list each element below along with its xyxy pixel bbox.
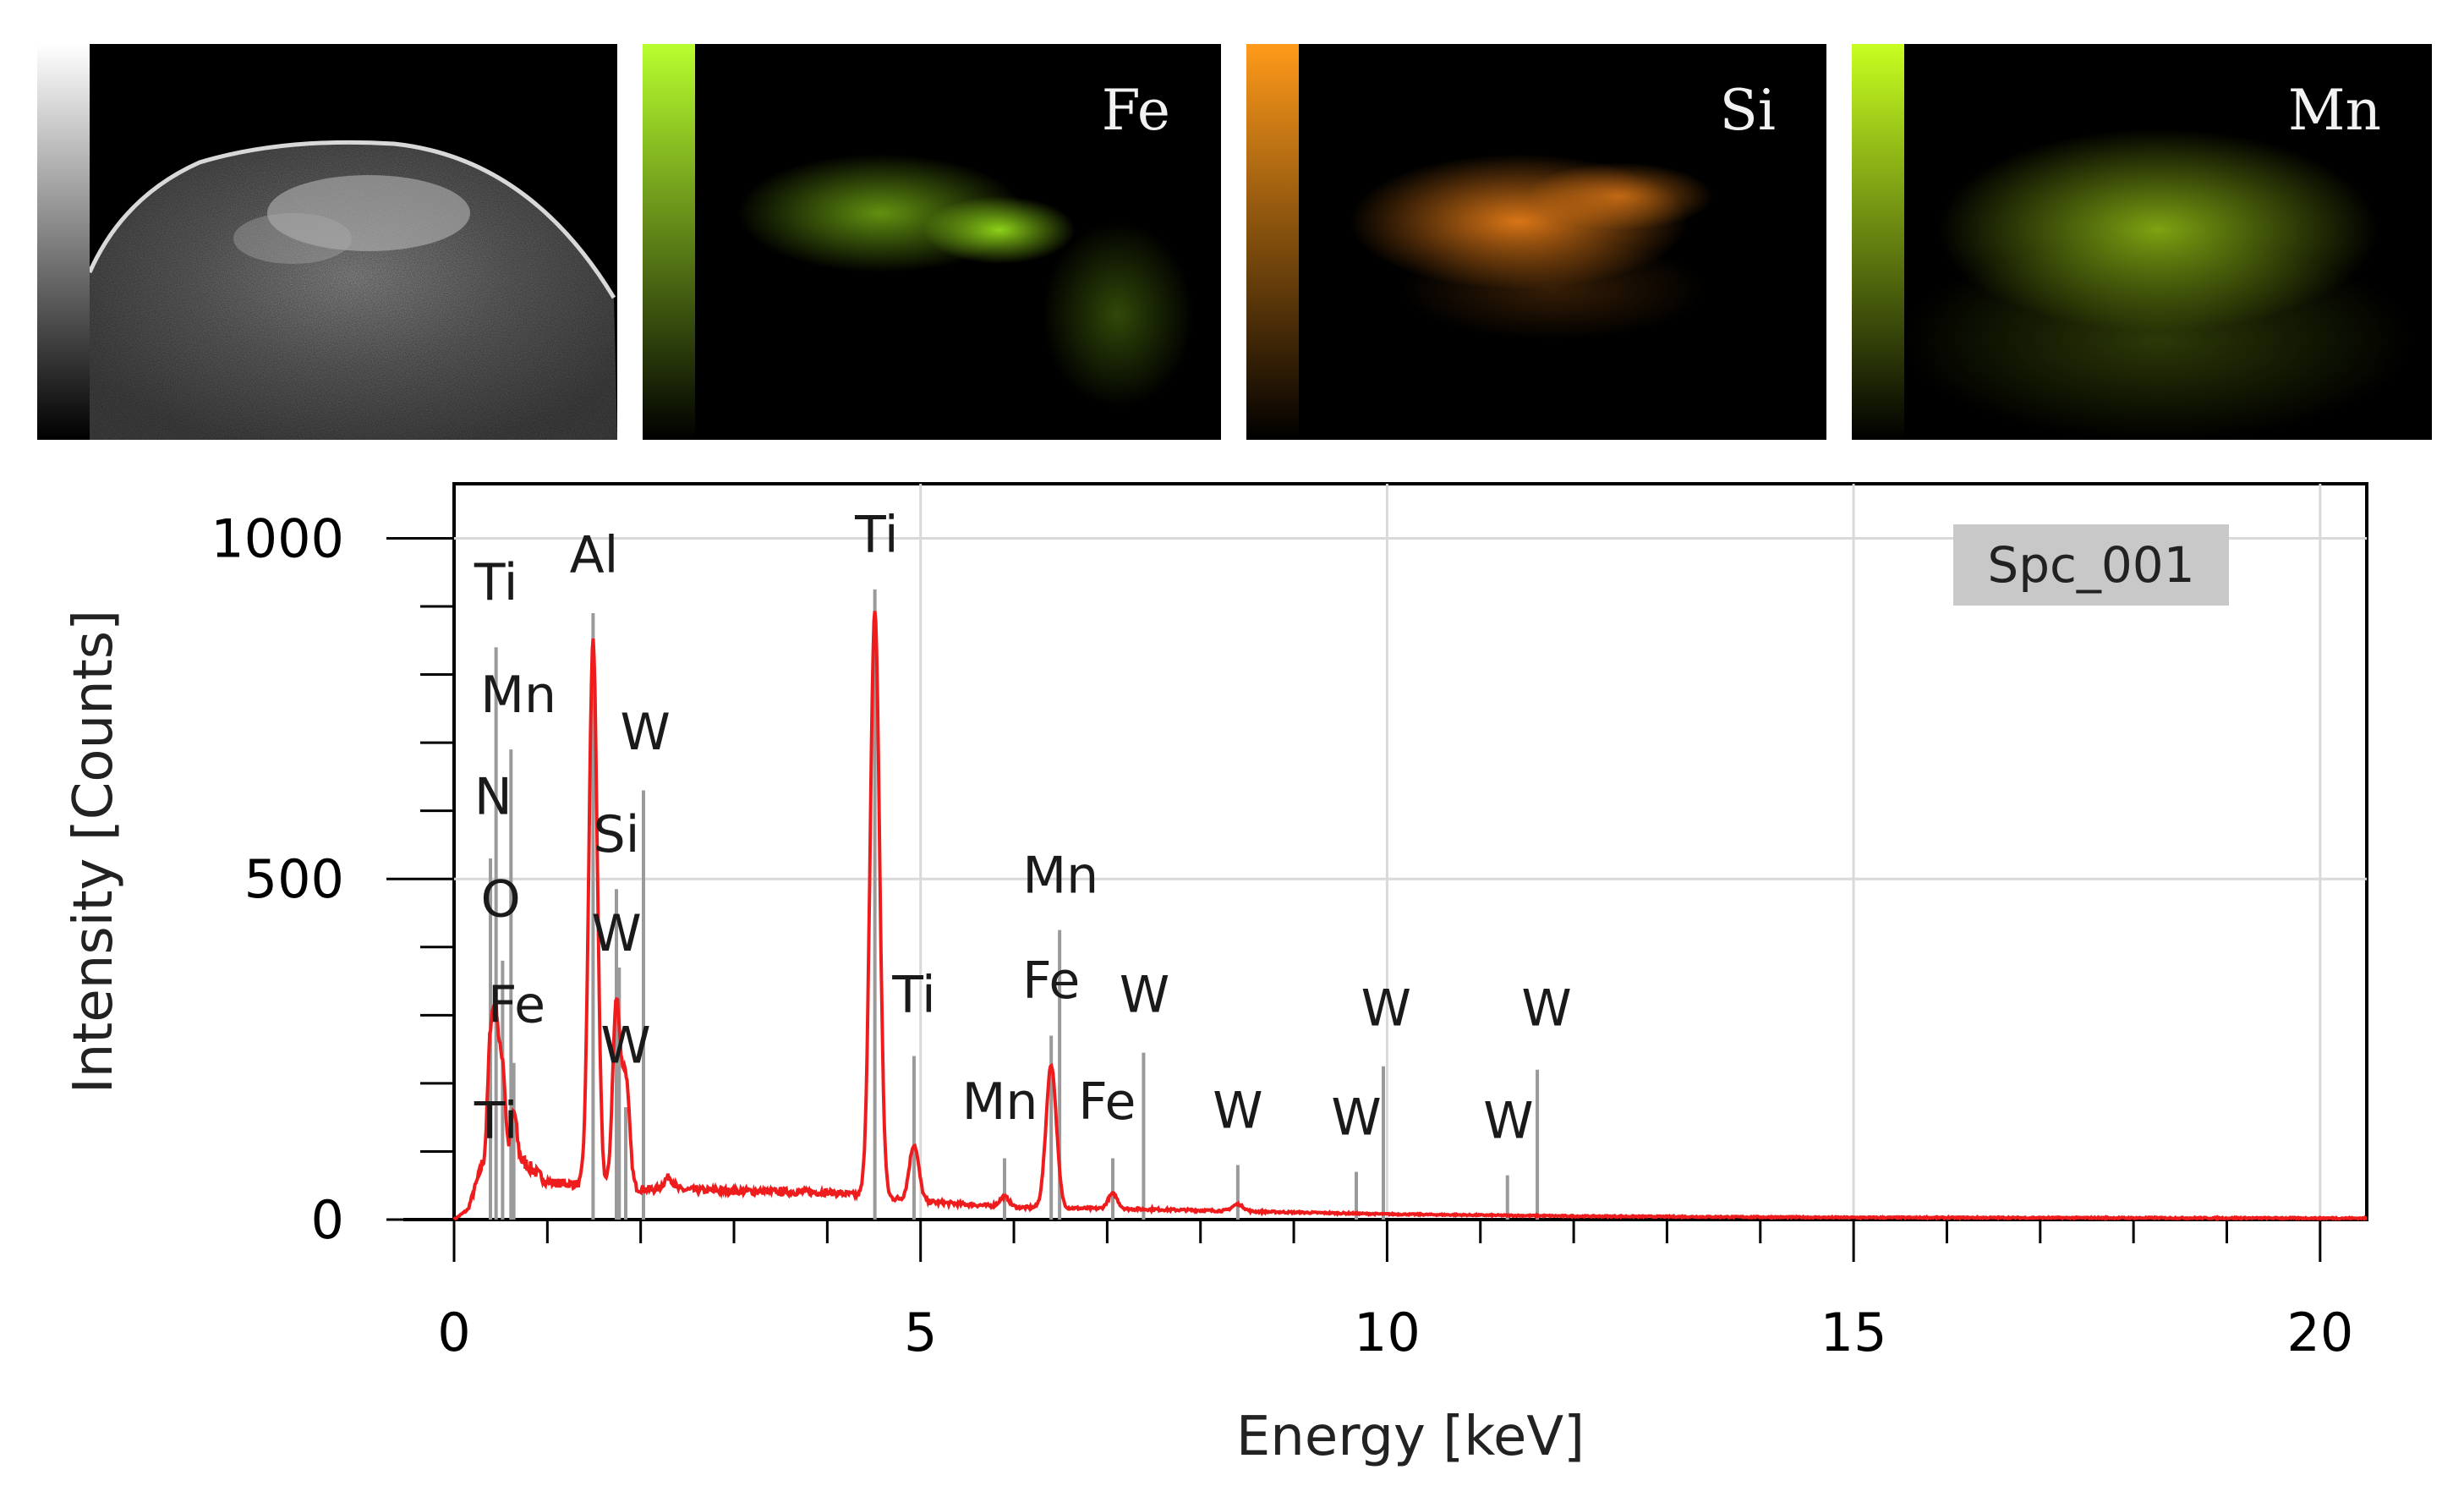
x-tick-label: 0 xyxy=(437,1302,470,1363)
peak-label-ti: Ti xyxy=(474,1091,517,1150)
peak-label-w: W xyxy=(600,1017,650,1076)
peak-label-w: W xyxy=(1331,1088,1381,1147)
peak-label-n: N xyxy=(474,768,512,827)
peak-label-fe: Fe xyxy=(488,975,545,1034)
peak-label-w: W xyxy=(1521,979,1571,1038)
peak-label-ti: Ti xyxy=(854,506,898,565)
y-tick-label: 0 xyxy=(311,1189,344,1251)
y-axis-title: Intensity [Counts] xyxy=(63,610,125,1094)
peak-label-ti: Ti xyxy=(891,965,935,1024)
peak-label-o: O xyxy=(481,870,521,929)
x-axis-title: Energy [keV] xyxy=(1236,1406,1585,1468)
peak-label-fe: Fe xyxy=(1022,951,1080,1011)
y-tick-label: 1000 xyxy=(211,507,344,569)
peak-label-w: W xyxy=(621,703,671,762)
fe-map: Fe xyxy=(695,44,1221,440)
peak-label-mn: Mn xyxy=(1022,846,1098,905)
y-tick-label: 500 xyxy=(244,848,344,910)
peak-label-w: W xyxy=(1120,965,1169,1024)
axis-ticks: 0 5 10 15 20 0 500 1000 xyxy=(211,507,2367,1363)
mn-map-svg xyxy=(1904,129,2412,440)
x-tick-label: 15 xyxy=(1821,1302,1887,1363)
si-map-svg xyxy=(1350,154,1713,340)
spectrum-line xyxy=(452,611,2368,1222)
peak-markers xyxy=(489,589,1540,1220)
map-scale-bar xyxy=(1852,44,1904,440)
peak-label-mn: Mn xyxy=(962,1072,1038,1132)
peak-label-ti: Ti xyxy=(474,553,517,612)
se-image xyxy=(90,44,617,440)
map-scale-bar xyxy=(37,44,90,440)
map-label-fe: Fe xyxy=(1101,78,1170,143)
map-label-si: Si xyxy=(1719,78,1776,143)
peak-label-w: W xyxy=(1483,1091,1533,1150)
map-label-mn: Mn xyxy=(2287,78,2381,143)
map-panel-se xyxy=(37,44,617,440)
peak-label-w: W xyxy=(591,904,641,963)
peak-label-w: W xyxy=(1361,979,1411,1038)
peak-label-si: Si xyxy=(594,805,640,864)
map-panel-si: Si xyxy=(1246,44,1826,440)
map-scale-bar xyxy=(643,44,695,440)
fe-map-svg xyxy=(737,154,1194,408)
plot-area xyxy=(452,482,2368,1221)
peak-label-mn: Mn xyxy=(480,666,556,725)
x-tick-label: 10 xyxy=(1354,1302,1421,1363)
x-tick-label: 20 xyxy=(2286,1302,2353,1363)
mn-map: Mn xyxy=(1904,44,2432,440)
legend-label: Spc_001 xyxy=(1987,536,2194,594)
se-image-svg xyxy=(90,140,617,440)
legend-box xyxy=(1953,524,2229,606)
map-panel-fe: Fe xyxy=(643,44,1221,440)
peak-label-fe: Fe xyxy=(1078,1072,1136,1132)
si-map: Si xyxy=(1299,44,1826,440)
x-tick-label: 5 xyxy=(904,1302,937,1363)
peak-label-w: W xyxy=(1213,1081,1262,1140)
peak-label-al: Al xyxy=(570,526,619,585)
map-panel-mn: Mn xyxy=(1852,44,2432,440)
map-scale-bar xyxy=(1246,44,1299,440)
